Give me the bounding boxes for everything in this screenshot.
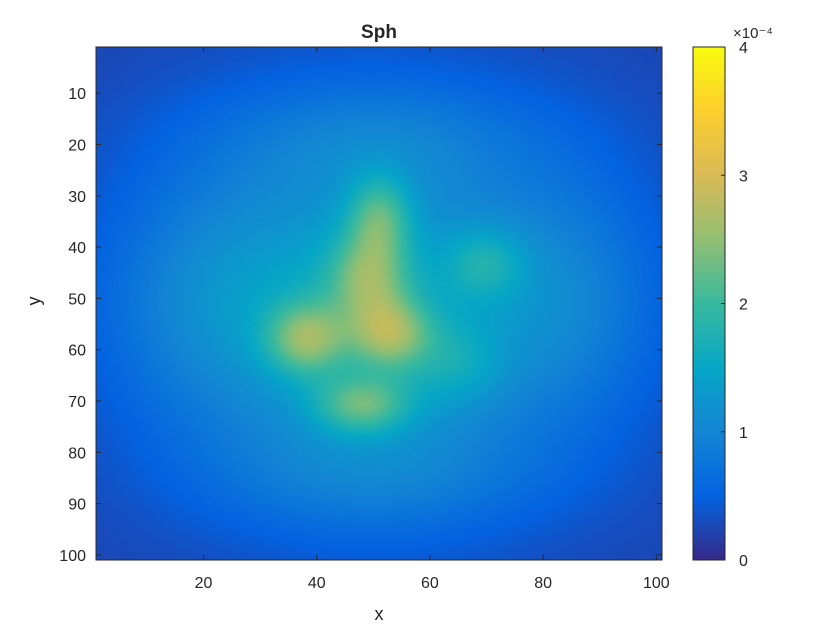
plot-frame xyxy=(95,46,663,561)
colorbar-tick-label: 4 xyxy=(739,40,748,57)
y-tick-label: 30 xyxy=(68,189,86,206)
x-axis-label: x xyxy=(375,604,384,624)
colorbar-tick-label: 2 xyxy=(739,297,748,314)
colorbar xyxy=(692,46,726,561)
x-tick-label: 60 xyxy=(421,575,439,592)
y-tick-label: 10 xyxy=(68,86,86,103)
x-tick-label: 100 xyxy=(643,575,670,592)
chart-title: Sph xyxy=(361,22,397,43)
y-tick-label: 90 xyxy=(68,497,86,514)
colorbar-tick-label: 1 xyxy=(739,425,748,442)
colorbar-axis: 0 1 2 3 4 xyxy=(721,40,748,570)
x-tick-label: 80 xyxy=(534,575,552,592)
colorbar-tick-label: 3 xyxy=(739,168,748,185)
y-axis-label: y xyxy=(24,297,44,306)
y-tick-label: 100 xyxy=(59,548,86,565)
x-axis: 20 40 60 80 100 xyxy=(195,47,670,592)
y-tick-label: 40 xyxy=(68,240,86,257)
y-tick-label: 60 xyxy=(68,343,86,360)
y-tick-label: 70 xyxy=(68,394,86,411)
colorbar-exponent-label: ×10⁻⁴ xyxy=(733,25,773,42)
colorbar-tick-label: 0 xyxy=(739,553,748,570)
x-tick-label: 40 xyxy=(308,575,326,592)
y-tick-label: 80 xyxy=(68,445,86,462)
y-tick-label: 20 xyxy=(68,137,86,154)
heatmap-plot-area xyxy=(96,47,662,560)
x-tick-label: 20 xyxy=(195,575,213,592)
y-tick-label: 50 xyxy=(68,291,86,308)
y-axis: 10 20 30 40 50 60 70 80 90 100 xyxy=(59,86,662,565)
